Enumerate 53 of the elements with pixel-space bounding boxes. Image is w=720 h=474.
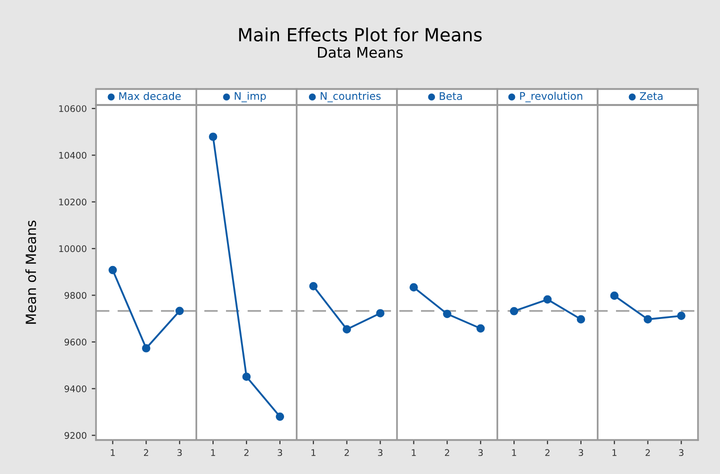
y-tick-label: 9800 [64, 292, 86, 299]
x-tick-label: 1 [412, 449, 416, 456]
legend-label: N_countries [320, 92, 381, 102]
y-axis-title: Mean of Means [25, 220, 36, 324]
x-tick-label: 3 [177, 449, 182, 456]
point [242, 372, 251, 381]
x-tick-label: 2 [344, 449, 349, 456]
point [410, 283, 418, 292]
point [376, 309, 384, 318]
point [610, 292, 619, 300]
point [108, 266, 117, 274]
x-tick-label: 1 [512, 449, 516, 456]
point [175, 306, 184, 316]
chart-title: Main Effects Plot for Means [239, 28, 482, 42]
point [142, 344, 150, 352]
x-tick-label: 2 [244, 449, 248, 456]
x-tick-label: 2 [444, 449, 450, 456]
y-tick-label: 9400 [64, 385, 86, 392]
point [644, 315, 652, 324]
chart-subtitle: Data Means [318, 47, 403, 58]
legend-label: Max decade [119, 92, 181, 100]
point [342, 325, 351, 334]
y-tick-label: 10600 [59, 105, 86, 112]
legend-label: Beta [440, 92, 462, 100]
x-tick-label: 3 [278, 449, 282, 456]
x-tick-label: 3 [378, 449, 382, 456]
x-tick-label: 1 [312, 449, 316, 456]
y-tick-label: 9200 [64, 432, 86, 439]
x-tick-label: 2 [646, 449, 650, 456]
x-tick-label: 2 [144, 449, 148, 456]
y-tick-label: 10000 [59, 245, 86, 252]
x-tick-label: 1 [211, 449, 216, 456]
legend-label: N_imp [234, 92, 266, 102]
legend-label: Zeta [640, 92, 663, 100]
x-tick-label: 1 [612, 449, 616, 456]
x-tick-label: 1 [110, 449, 115, 456]
y-tick-label: 9600 [64, 338, 86, 346]
point [677, 312, 686, 320]
point [309, 282, 318, 290]
x-tick-label: 2 [545, 449, 550, 456]
x-tick-label: 3 [578, 449, 584, 456]
x-tick-label: 3 [679, 449, 684, 456]
y-tick-label: 10200 [59, 198, 86, 206]
point [276, 412, 284, 421]
point [510, 306, 518, 316]
y-tick-label: 10400 [59, 152, 86, 159]
point [208, 132, 218, 141]
point [576, 315, 586, 324]
point [476, 324, 485, 333]
legend-label: P_revolution [520, 92, 582, 102]
x-tick-label: 3 [478, 449, 483, 456]
point [543, 295, 552, 304]
point [443, 310, 452, 318]
